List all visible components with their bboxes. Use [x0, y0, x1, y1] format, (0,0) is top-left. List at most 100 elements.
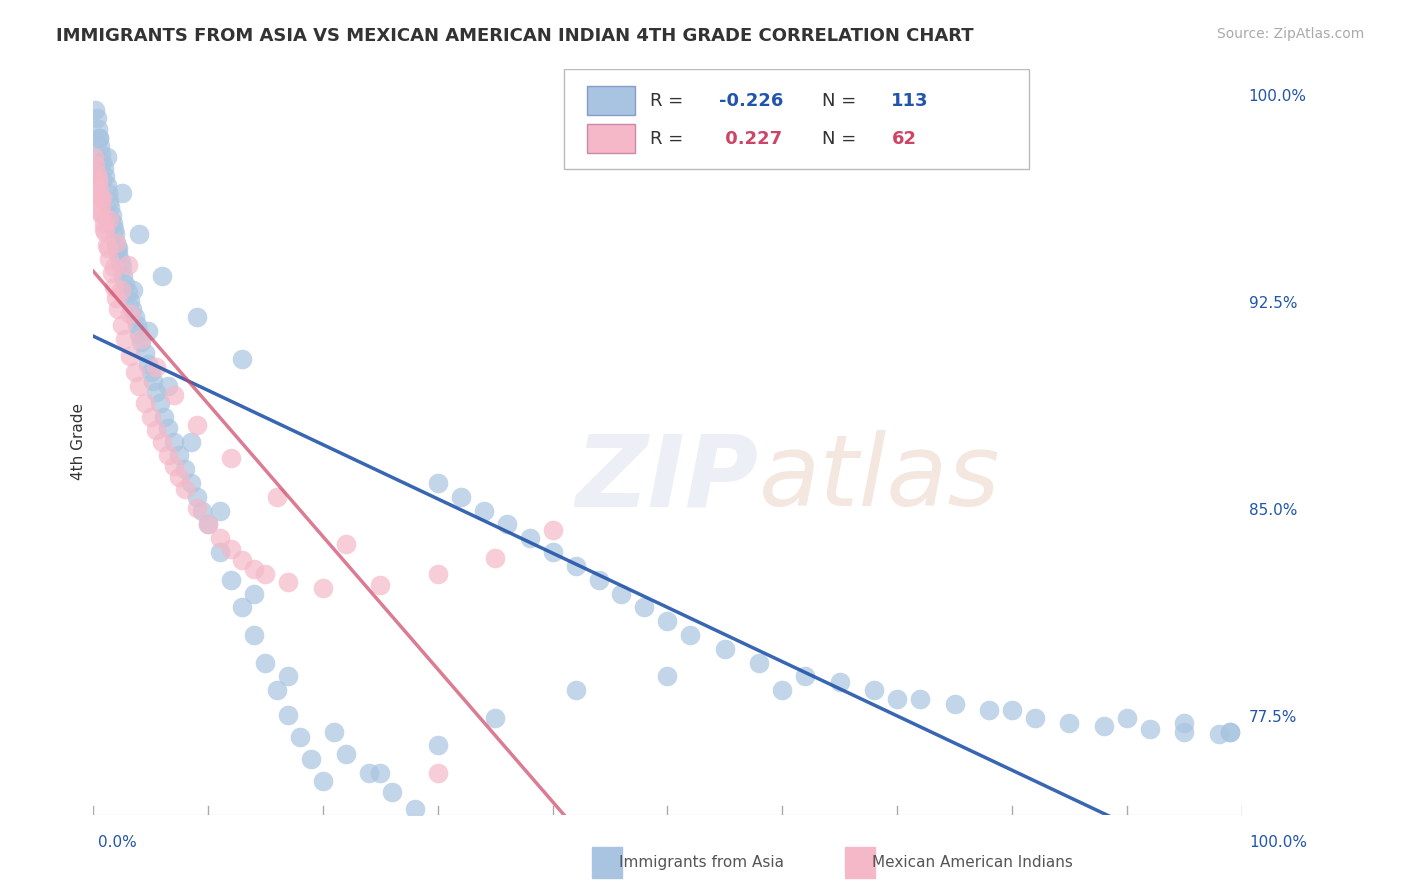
- Point: [908, 691, 931, 706]
- Point: [91, 208, 114, 222]
- Point: [1001, 702, 1024, 716]
- Point: [277, 708, 299, 723]
- Point: [266, 683, 288, 698]
- Point: [231, 351, 253, 366]
- Point: [87, 122, 110, 136]
- Point: [118, 293, 141, 308]
- Text: N =: N =: [823, 92, 862, 110]
- Text: -0.226: -0.226: [718, 92, 783, 110]
- Text: 77.5%: 77.5%: [1249, 710, 1296, 725]
- Point: [564, 683, 586, 698]
- Point: [87, 130, 110, 145]
- Text: 85.0%: 85.0%: [1249, 503, 1296, 518]
- Point: [335, 537, 357, 551]
- Point: [335, 747, 357, 761]
- Bar: [588, 87, 636, 115]
- Point: [107, 241, 129, 255]
- Point: [254, 656, 277, 670]
- Point: [484, 550, 506, 565]
- Point: [156, 379, 179, 393]
- Point: [121, 301, 143, 316]
- Point: [104, 227, 127, 242]
- Point: [288, 730, 311, 744]
- Point: [208, 545, 231, 559]
- Point: [118, 308, 141, 322]
- Point: [219, 542, 242, 557]
- Point: [134, 346, 156, 360]
- Point: [100, 213, 122, 227]
- Point: [519, 531, 541, 545]
- Point: [86, 158, 108, 172]
- Point: [112, 268, 135, 283]
- Point: [105, 235, 128, 250]
- Point: [299, 752, 322, 766]
- Point: [426, 766, 449, 780]
- Point: [87, 130, 110, 145]
- Point: [145, 384, 167, 399]
- Point: [633, 600, 655, 615]
- FancyBboxPatch shape: [564, 69, 1029, 169]
- Point: [150, 268, 173, 283]
- Point: [426, 475, 449, 490]
- Point: [1219, 724, 1241, 739]
- Point: [886, 691, 908, 706]
- Point: [381, 785, 404, 799]
- Point: [100, 208, 122, 222]
- Point: [124, 366, 146, 380]
- Text: 0.0%: 0.0%: [98, 836, 138, 850]
- Point: [131, 334, 153, 349]
- Point: [139, 409, 162, 424]
- Point: [541, 523, 564, 537]
- Point: [91, 172, 114, 186]
- Point: [84, 158, 107, 172]
- Point: [312, 774, 335, 789]
- Point: [98, 252, 121, 267]
- Text: 113: 113: [891, 92, 929, 110]
- Point: [794, 669, 817, 683]
- Point: [86, 112, 108, 126]
- Text: IMMIGRANTS FROM ASIA VS MEXICAN AMERICAN INDIAN 4TH GRADE CORRELATION CHART: IMMIGRANTS FROM ASIA VS MEXICAN AMERICAN…: [56, 27, 974, 45]
- Point: [277, 575, 299, 590]
- Point: [208, 503, 231, 517]
- Point: [117, 285, 139, 300]
- Point: [219, 573, 242, 587]
- Point: [87, 172, 110, 186]
- Point: [1173, 724, 1195, 739]
- Point: [243, 586, 266, 600]
- Point: [118, 349, 141, 363]
- Point: [208, 531, 231, 545]
- Point: [1024, 711, 1046, 725]
- Point: [97, 186, 120, 200]
- Point: [1208, 727, 1230, 741]
- Text: R =: R =: [650, 92, 689, 110]
- Point: [368, 766, 391, 780]
- Point: [100, 200, 122, 214]
- Point: [103, 221, 125, 235]
- Point: [111, 260, 134, 275]
- Point: [770, 683, 793, 698]
- Point: [323, 724, 346, 739]
- Point: [748, 656, 770, 670]
- Point: [197, 517, 219, 532]
- Point: [162, 434, 184, 449]
- Point: [117, 258, 139, 272]
- Point: [96, 178, 118, 192]
- Text: atlas: atlas: [759, 430, 1001, 527]
- Point: [541, 545, 564, 559]
- Point: [243, 561, 266, 575]
- Point: [105, 291, 128, 305]
- Point: [86, 186, 108, 200]
- Text: Immigrants from Asia: Immigrants from Asia: [619, 855, 783, 870]
- Point: [125, 318, 148, 333]
- Point: [197, 517, 219, 532]
- Point: [186, 417, 208, 432]
- Point: [450, 490, 472, 504]
- Point: [122, 283, 145, 297]
- Point: [86, 167, 108, 181]
- Point: [472, 503, 495, 517]
- Point: [96, 150, 118, 164]
- Point: [404, 802, 426, 816]
- Point: [610, 586, 633, 600]
- Point: [142, 374, 165, 388]
- Point: [110, 255, 132, 269]
